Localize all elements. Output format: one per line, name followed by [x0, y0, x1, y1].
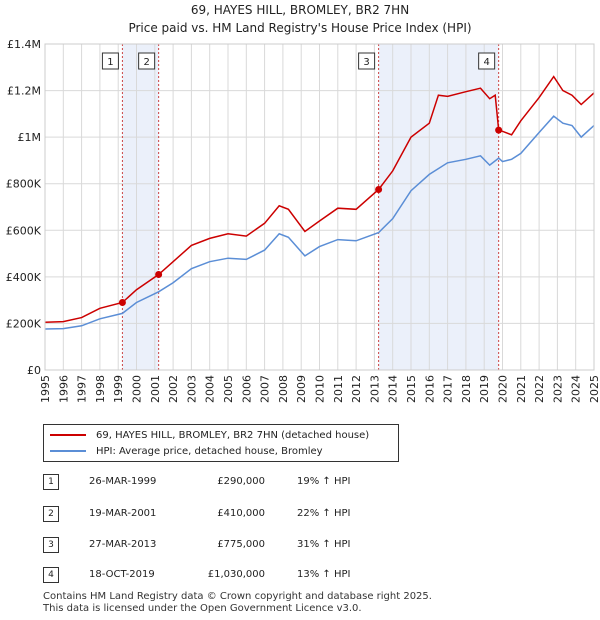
x-tick-label: 2008 — [277, 375, 290, 403]
x-tick-label: 2018 — [460, 375, 473, 403]
sale-point — [155, 271, 163, 279]
sale-number-label: 4 — [483, 57, 489, 68]
transaction-date: 26-MAR-1999 — [89, 476, 157, 487]
shaded-span — [122, 44, 159, 370]
sale-points — [118, 126, 503, 306]
transaction-row: 3 27-MAR-2013 £775,000 31% ↑ HPI — [43, 537, 563, 553]
sale-number-label: 3 — [363, 57, 369, 68]
footer-licence: This data is licensed under the Open Gov… — [43, 603, 362, 614]
x-tick-label: 2013 — [368, 375, 381, 403]
x-tick-label: 2004 — [204, 375, 217, 403]
y-tick-label: £0 — [27, 364, 41, 377]
transaction-row: 4 18-OCT-2019 £1,030,000 13% ↑ HPI — [43, 567, 563, 583]
x-tick-label: 2020 — [497, 375, 510, 403]
transaction-date: 18-OCT-2019 — [89, 569, 155, 580]
legend-label-hpi: HPI: Average price, detached house, Brom… — [96, 445, 323, 457]
legend-swatch-property — [50, 434, 86, 436]
sale-point — [118, 298, 126, 306]
x-tick-label: 2009 — [295, 375, 308, 403]
x-tick-label: 2014 — [387, 375, 400, 403]
x-tick-label: 2019 — [478, 375, 491, 403]
chart-subtitle: Price paid vs. HM Land Registry's House … — [128, 21, 472, 35]
x-tick-label: 1996 — [57, 375, 70, 403]
x-tick-label: 2002 — [167, 375, 180, 403]
x-tick-label: 1995 — [39, 375, 52, 403]
y-tick-label: £400K — [6, 271, 42, 284]
x-tick-label: 2005 — [222, 375, 235, 403]
x-axis-ticks: 1995 1996 1997 1998 1999 2000 2001 2002 2003 2004… — [39, 375, 600, 403]
legend: 69, HAYES HILL, BROMLEY, BR2 7HN (detach… — [43, 424, 399, 462]
x-tick-label: 2017 — [442, 375, 455, 403]
sale-period-shading — [122, 44, 499, 370]
shaded-span — [378, 44, 499, 370]
plot-frame — [44, 43, 595, 371]
x-tick-label: 1999 — [112, 375, 125, 403]
x-tick-label: 2016 — [423, 375, 436, 403]
series-line — [44, 115, 595, 330]
sale-number-label: 2 — [143, 57, 149, 68]
transaction-number: 2 — [43, 506, 59, 522]
y-tick-label: £1M — [18, 131, 42, 144]
sale-number-box — [101, 52, 119, 70]
chart-title: 69, HAYES HILL, BROMLEY, BR2 7HN — [190, 3, 410, 17]
transaction-number: 1 — [43, 474, 59, 490]
y-tick-label: £1.2M — [7, 85, 41, 98]
transaction-row: 1 26-MAR-1999 £290,000 19% ↑ HPI — [43, 474, 563, 490]
footer-copyright: Contains HM Land Registry data © Crown c… — [43, 591, 432, 602]
transaction-hpi: 19% ↑ HPI — [297, 476, 351, 487]
y-tick-label: £200K — [6, 317, 42, 330]
x-tick-label: 2021 — [515, 375, 528, 403]
transaction-hpi: 31% ↑ HPI — [297, 539, 351, 550]
transaction-price: £410,000 — [217, 508, 265, 519]
sale-number-box — [478, 52, 496, 70]
x-tick-label: 1997 — [76, 375, 89, 403]
y-tick-label: £1.4M — [7, 38, 41, 51]
y-tick-label: £800K — [6, 178, 42, 191]
x-tick-label: 2024 — [570, 375, 583, 403]
transaction-price: £290,000 — [217, 476, 265, 487]
legend-label-property: 69, HAYES HILL, BROMLEY, BR2 7HN (detach… — [96, 429, 370, 441]
transaction-number: 3 — [43, 537, 59, 553]
legend-item-property: 69, HAYES HILL, BROMLEY, BR2 7HN (detach… — [50, 428, 369, 442]
transaction-number: 4 — [43, 567, 59, 583]
legend-item-hpi: HPI: Average price, detached house, Brom… — [50, 444, 323, 458]
x-tick-label: 2012 — [350, 375, 363, 403]
transaction-row: 2 19-MAR-2001 £410,000 22% ↑ HPI — [43, 506, 563, 522]
x-tick-label: 1998 — [94, 375, 107, 403]
transaction-price: £775,000 — [217, 539, 265, 550]
x-tick-label: 2011 — [332, 375, 345, 403]
x-tick-label: 2015 — [405, 375, 418, 403]
y-axis-ticks: £0 £200K £400K £600K £800K £1M £1.2M £1.4M — [6, 38, 42, 377]
y-tick-label: £600K — [6, 224, 42, 237]
x-tick-label: 2007 — [259, 375, 272, 403]
sale-number-box — [358, 52, 376, 70]
x-tick-label: 2025 — [588, 375, 600, 403]
x-tick-label: 2010 — [314, 375, 327, 403]
x-tick-label: 2022 — [533, 375, 546, 403]
sale-point — [495, 126, 503, 134]
sale-number-label: 1 — [107, 57, 113, 68]
sale-number-box — [138, 52, 156, 70]
transaction-date: 27-MAR-2013 — [89, 539, 157, 550]
x-tick-label: 2006 — [240, 375, 253, 403]
transaction-price: £1,030,000 — [207, 569, 265, 580]
sale-point — [375, 186, 383, 194]
x-tick-label: 2001 — [149, 375, 162, 403]
x-tick-label: 2023 — [551, 375, 564, 403]
sale-number-labels: 1 2 3 4 — [101, 52, 496, 70]
x-tick-label: 2000 — [131, 375, 144, 403]
legend-swatch-hpi — [50, 450, 86, 452]
x-tick-label: 2003 — [185, 375, 198, 403]
transaction-hpi: 22% ↑ HPI — [297, 508, 351, 519]
transaction-date: 19-MAR-2001 — [89, 508, 157, 519]
transaction-hpi: 13% ↑ HPI — [297, 569, 351, 580]
price-chart: 1 2 3 4 £0 £200K £400K £600K £800K £1M £1.2M £1.4M… — [6, 38, 600, 403]
